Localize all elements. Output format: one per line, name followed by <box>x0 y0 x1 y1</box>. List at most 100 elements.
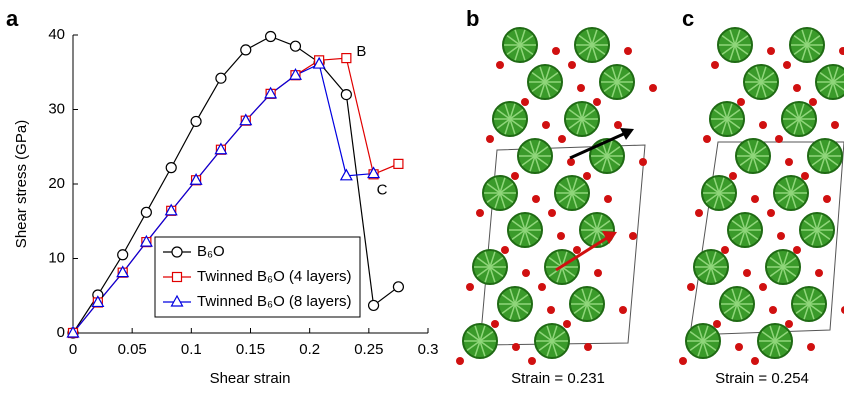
bond <box>586 29 593 46</box>
oxygen <box>775 135 783 143</box>
oxygen <box>793 84 801 92</box>
marker <box>392 281 405 293</box>
bond <box>489 256 504 268</box>
bond <box>790 182 805 194</box>
bond <box>760 66 767 83</box>
y-tick-label: 20 <box>48 175 65 192</box>
bond <box>808 293 823 305</box>
oxygen <box>552 47 560 55</box>
oxygen <box>558 135 566 143</box>
marker <box>265 30 277 43</box>
bond <box>726 108 741 120</box>
bond <box>504 103 511 120</box>
bond <box>583 229 598 241</box>
bond <box>476 256 491 268</box>
bond <box>702 340 717 352</box>
bond <box>697 256 712 268</box>
marker <box>139 234 153 247</box>
bond <box>561 266 568 283</box>
bond <box>819 155 826 172</box>
bond <box>578 34 593 46</box>
bond <box>785 108 800 120</box>
bond <box>755 81 762 98</box>
bond <box>798 108 813 120</box>
bond <box>504 118 511 135</box>
bond <box>697 266 712 278</box>
bond <box>534 145 549 157</box>
bond <box>747 140 754 157</box>
bond <box>489 251 496 268</box>
bond <box>544 71 559 83</box>
bond <box>486 192 501 204</box>
oxygen <box>823 195 831 203</box>
arrowhead <box>620 128 634 140</box>
bond <box>803 229 818 241</box>
bond <box>509 118 516 135</box>
marker <box>66 325 80 338</box>
bond <box>479 340 486 357</box>
plot: 0 10 20 30 40 0 0.05 0.1 0.15 0.2 0.25 0.3 B C B₆O Twin… <box>48 26 438 358</box>
oxygen <box>751 195 759 203</box>
bond <box>803 219 818 231</box>
oxygen <box>687 283 695 291</box>
bond <box>721 34 736 46</box>
bond <box>718 182 733 194</box>
oxygen <box>496 61 504 69</box>
oxygen <box>695 209 703 217</box>
bond <box>747 81 762 93</box>
bond <box>819 140 826 157</box>
bond <box>702 330 717 342</box>
bond <box>808 303 815 320</box>
bond <box>486 182 501 194</box>
bond <box>519 214 526 231</box>
oxygen <box>809 98 817 106</box>
legend-label: B₆O <box>197 243 225 260</box>
bond <box>501 303 516 315</box>
bond <box>571 192 586 204</box>
bond <box>514 303 521 320</box>
bond <box>811 229 818 246</box>
bond <box>808 303 823 315</box>
bond <box>519 44 534 56</box>
bond <box>499 182 514 194</box>
bond <box>576 103 583 120</box>
bond <box>736 303 751 315</box>
series-line <box>72 35 399 334</box>
oxygen <box>777 232 785 240</box>
bond <box>466 340 481 352</box>
caption: Strain = 0.254 <box>715 370 809 387</box>
bond <box>489 266 504 278</box>
oxygen <box>767 209 775 217</box>
bond <box>734 44 749 56</box>
bond <box>534 140 541 157</box>
bond <box>718 192 725 209</box>
bond <box>824 155 839 167</box>
bond <box>611 66 618 83</box>
bond <box>785 118 800 130</box>
bond <box>729 44 736 61</box>
oxygen <box>456 357 464 365</box>
bond <box>801 44 808 61</box>
bond <box>721 103 728 120</box>
bond <box>573 303 588 315</box>
bond <box>593 155 608 167</box>
bond <box>479 340 494 352</box>
oxygen <box>711 61 719 69</box>
bond <box>816 214 823 231</box>
bond <box>811 214 818 231</box>
oxygen <box>839 47 844 55</box>
bond <box>511 229 526 241</box>
oxygen <box>735 343 743 351</box>
bond <box>581 303 588 320</box>
bond <box>531 81 546 93</box>
bond <box>556 266 563 283</box>
bond <box>474 325 481 342</box>
bond <box>496 118 511 130</box>
bond <box>606 155 621 167</box>
bond <box>548 256 563 268</box>
bond <box>798 103 805 120</box>
oxygen <box>767 47 775 55</box>
bond <box>583 219 598 231</box>
bond <box>819 81 834 93</box>
